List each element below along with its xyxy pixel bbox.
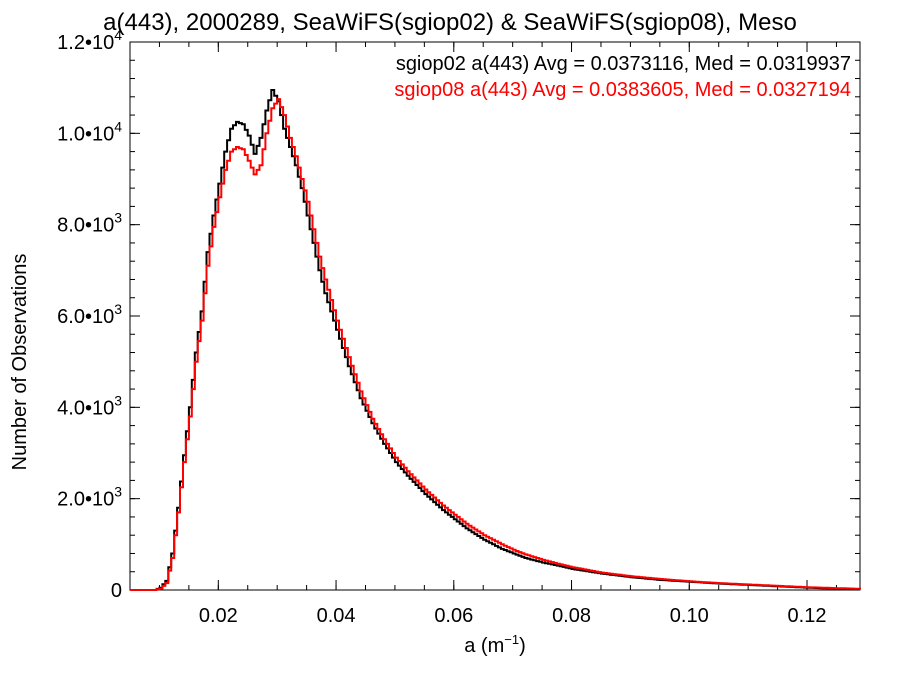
series-line-sgiop02 — [130, 89, 861, 591]
y-tick-exponent: 4 — [114, 118, 122, 134]
y-tick-exponent: 3 — [114, 301, 122, 317]
stats-legend: sgiop02 a(443) Avg = 0.0373116, Med = 0.… — [394, 53, 851, 101]
x-tick-label: 0.02 — [199, 605, 238, 627]
y-tick-label: 6.0•103 — [57, 301, 122, 328]
x-tick-label: 0.04 — [317, 605, 356, 627]
x-axis-title: a (m−1) — [464, 632, 526, 657]
y-tick-label: 4.0•103 — [57, 392, 122, 419]
y-tick-mantissa: 0 — [111, 580, 122, 602]
y-tick-exponent: 3 — [114, 392, 122, 408]
y-tick-mantissa: 4.0•10 — [57, 397, 114, 419]
y-tick-exponent: 3 — [114, 210, 122, 226]
series-line-sgiop08 — [130, 98, 861, 591]
y-tick-label: 1.0•104 — [57, 118, 122, 145]
x-tick-label: 0.08 — [552, 605, 591, 627]
plot-frame — [129, 41, 861, 591]
y-tick-label: 8.0•103 — [57, 210, 122, 237]
y-tick-mantissa: 6.0•10 — [57, 306, 114, 328]
y-tick-mantissa: 2.0•10 — [57, 489, 114, 511]
y-tick-exponent: 3 — [114, 484, 122, 500]
y-tick-exponent: 4 — [114, 27, 122, 43]
chart-title: a(443), 2000289, SeaWiFS(sgiop02) & SeaW… — [103, 9, 797, 36]
x-tick-label: 0.12 — [788, 605, 827, 627]
stat-label-sgiop02: sgiop02 a(443) Avg = 0.0373116, Med = 0.… — [396, 53, 851, 75]
x-tick-label: 0.10 — [670, 605, 709, 627]
stat-label-sgiop08: sgiop08 a(443) Avg = 0.0383605, Med = 0.… — [394, 79, 851, 101]
series-layer — [130, 89, 861, 591]
y-tick-mantissa: 1.2•10 — [57, 32, 114, 54]
plot-axes: 0.02 0.04 0.06 0.08 0.10 0.1202.0•1034.0•1036… — [57, 27, 861, 627]
y-tick-mantissa: 8.0•10 — [57, 215, 114, 237]
y-tick-label: 0 — [111, 580, 122, 602]
x-tick-label: 0.06 — [434, 605, 473, 627]
y-tick-label: 2.0•103 — [57, 484, 122, 511]
y-tick-mantissa: 1.0•10 — [57, 123, 114, 145]
y-axis-title: Number of Observations — [9, 254, 31, 471]
y-tick-label: 1.2•104 — [57, 27, 122, 54]
